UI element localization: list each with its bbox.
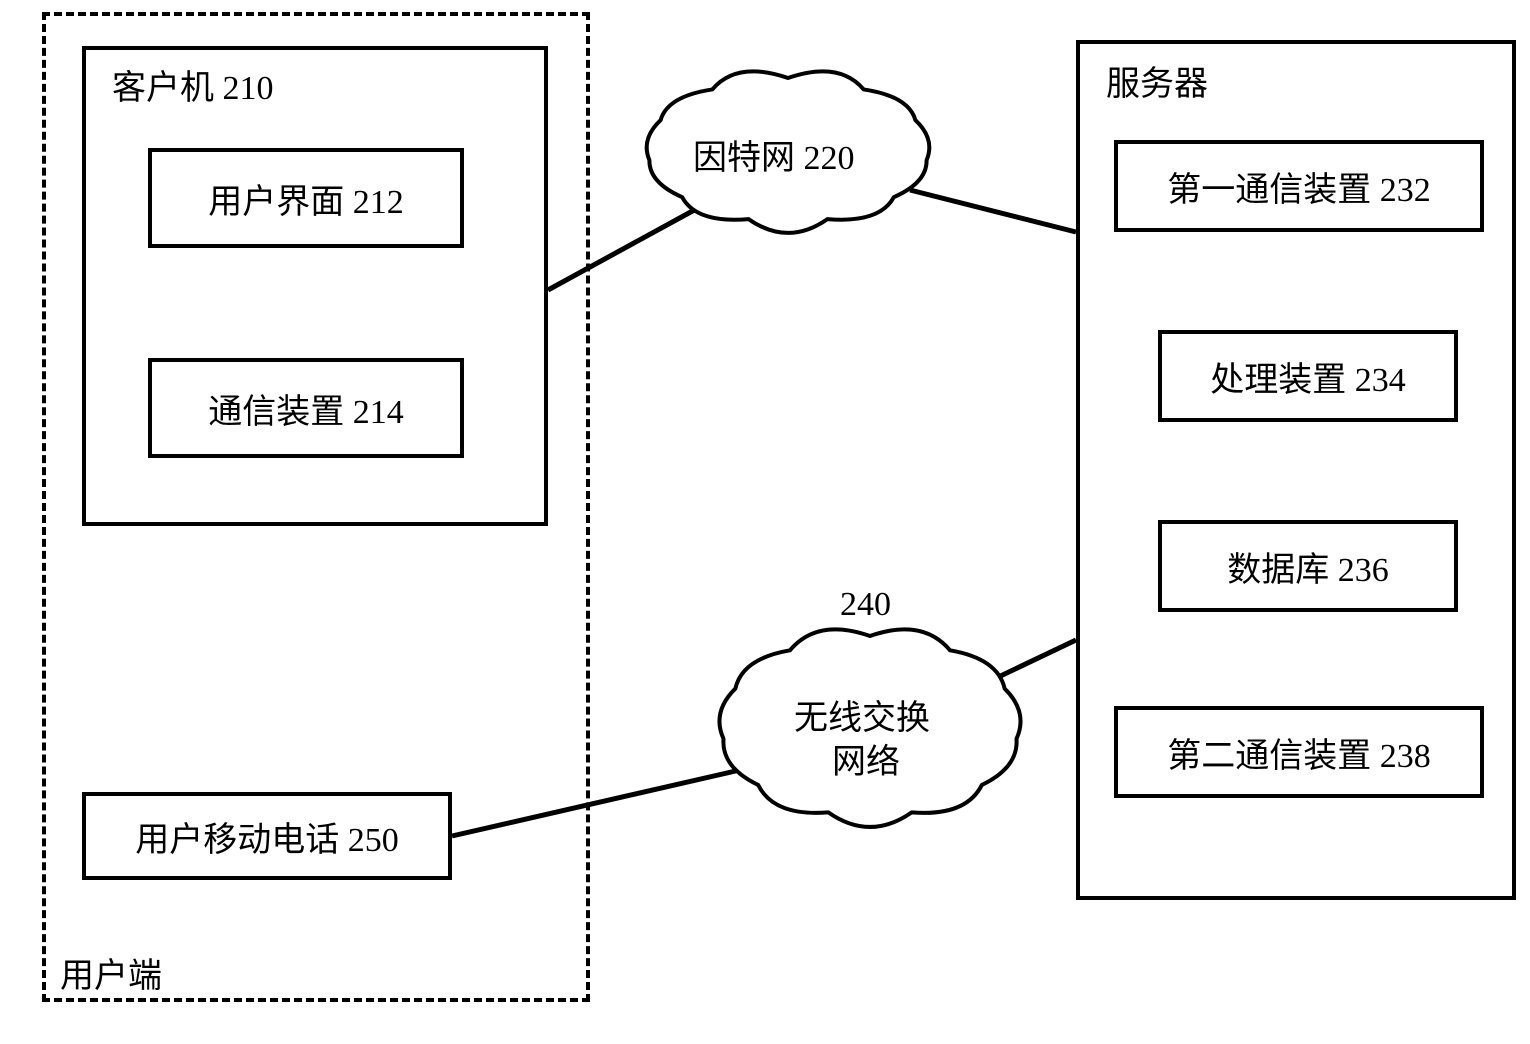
server-comm1-box: 第一通信装置 232 bbox=[1114, 140, 1484, 232]
server-proc-box: 处理装置 234 bbox=[1158, 330, 1458, 422]
client-ui-label: 用户界面 212 bbox=[208, 174, 404, 223]
user-side-label: 用户端 bbox=[60, 948, 162, 997]
server-proc-label: 处理装置 234 bbox=[1210, 352, 1406, 401]
client-comm-box: 通信装置 214 bbox=[148, 358, 464, 458]
server-comm2-box: 第二通信装置 238 bbox=[1114, 706, 1484, 798]
wireless-label-top: 无线交换 bbox=[794, 690, 930, 739]
client-label: 客户机 210 bbox=[112, 60, 274, 109]
client-comm-label: 通信装置 214 bbox=[208, 384, 404, 433]
client-ui-box: 用户界面 212 bbox=[148, 148, 464, 248]
phone-box: 用户移动电话 250 bbox=[82, 792, 452, 880]
diagram-canvas: 用户端 客户机 210 用户界面 212 通信装置 214 用户移动电话 250… bbox=[0, 0, 1530, 1044]
server-comm2-label: 第二通信装置 238 bbox=[1167, 728, 1431, 777]
server-label: 服务器 bbox=[1106, 56, 1208, 105]
server-comm1-label: 第一通信装置 232 bbox=[1167, 162, 1431, 211]
internet-label: 因特网 220 bbox=[693, 130, 855, 179]
server-db-label: 数据库 236 bbox=[1227, 542, 1389, 591]
wireless-label-bottom: 网络 bbox=[832, 734, 900, 783]
wireless-number: 240 bbox=[840, 586, 891, 624]
phone-label: 用户移动电话 250 bbox=[135, 812, 399, 861]
server-db-box: 数据库 236 bbox=[1158, 520, 1458, 612]
